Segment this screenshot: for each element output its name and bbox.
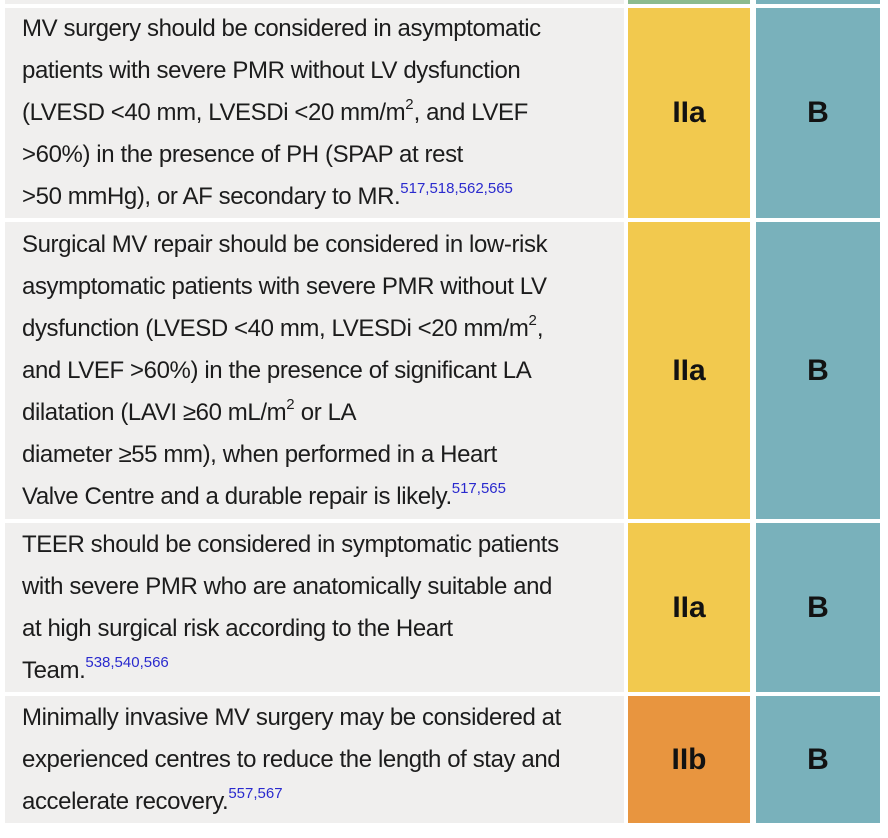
evidence-cell: B: [756, 523, 880, 692]
recommendation-text: MV surgery should be considered in asymp…: [22, 8, 541, 218]
recommendation-text-cell: MV surgery should be considered in asymp…: [5, 8, 624, 218]
class-label: IIb: [671, 742, 707, 776]
evidence-label: B: [807, 96, 829, 129]
evidence-cell: B: [756, 696, 880, 823]
recommendation-text-cell: TEER should be considered in symptomatic…: [5, 523, 624, 692]
recommendation-text-cell: Surgical MV repair should be considered …: [5, 222, 624, 519]
recommendation-text: Surgical MV repair should be considered …: [22, 224, 548, 518]
recommendation-text: Minimally invasive MV surgery may be con…: [22, 697, 561, 823]
class-cell: [628, 0, 750, 4]
recommendation-segment: MV surgery should be considered in asymp…: [22, 15, 541, 126]
recommendation-text-cell: Minimally invasive MV surgery may be con…: [5, 696, 624, 823]
recommendation-segment: , and LVEF >60%) in the presence of sign…: [22, 314, 544, 426]
class-label: IIa: [672, 353, 706, 387]
class-cell: IIa: [628, 523, 750, 692]
previous-row-sliver: [5, 0, 888, 4]
table-row: MV surgery should be considered in asymp…: [5, 8, 888, 218]
recommendation-text-cell: [5, 0, 624, 4]
evidence-cell: B: [756, 8, 880, 218]
recommendation-segment: , and LVEF >60%) in the presence of PH (…: [22, 99, 528, 210]
evidence-label: B: [807, 590, 829, 624]
class-cell: IIa: [628, 8, 750, 218]
table-row: TEER should be considered in symptomatic…: [5, 523, 888, 692]
recommendation-segment: Surgical MV repair should be considered …: [22, 230, 548, 342]
unit-superscript: 2: [286, 395, 295, 413]
evidence-label: B: [807, 742, 829, 776]
recommendation-text: TEER should be considered in symptomatic…: [22, 524, 559, 692]
unit-superscript: 2: [405, 96, 414, 113]
class-label: IIa: [672, 96, 706, 129]
evidence-cell: B: [756, 222, 880, 519]
recommendation-segment: TEER should be considered in symptomatic…: [22, 530, 559, 684]
class-cell: IIb: [628, 696, 750, 823]
evidence-label: B: [807, 353, 829, 387]
class-label: IIa: [672, 590, 706, 624]
table-row: Minimally invasive MV surgery may be con…: [5, 696, 888, 823]
class-cell: IIa: [628, 222, 750, 519]
recommendation-segment: or LA diameter ≥55 mm), when performed i…: [22, 398, 497, 510]
recommendation-segment: Minimally invasive MV surgery may be con…: [22, 703, 561, 815]
citation-reference[interactable]: 517,518,562,565: [400, 180, 513, 197]
table-row: Surgical MV repair should be considered …: [5, 222, 888, 519]
evidence-cell: [756, 0, 880, 4]
citation-reference[interactable]: 538,540,566: [85, 653, 169, 671]
citation-reference[interactable]: 517,565: [451, 479, 506, 497]
citation-reference[interactable]: 557,567: [228, 784, 283, 802]
unit-superscript: 2: [528, 311, 537, 329]
